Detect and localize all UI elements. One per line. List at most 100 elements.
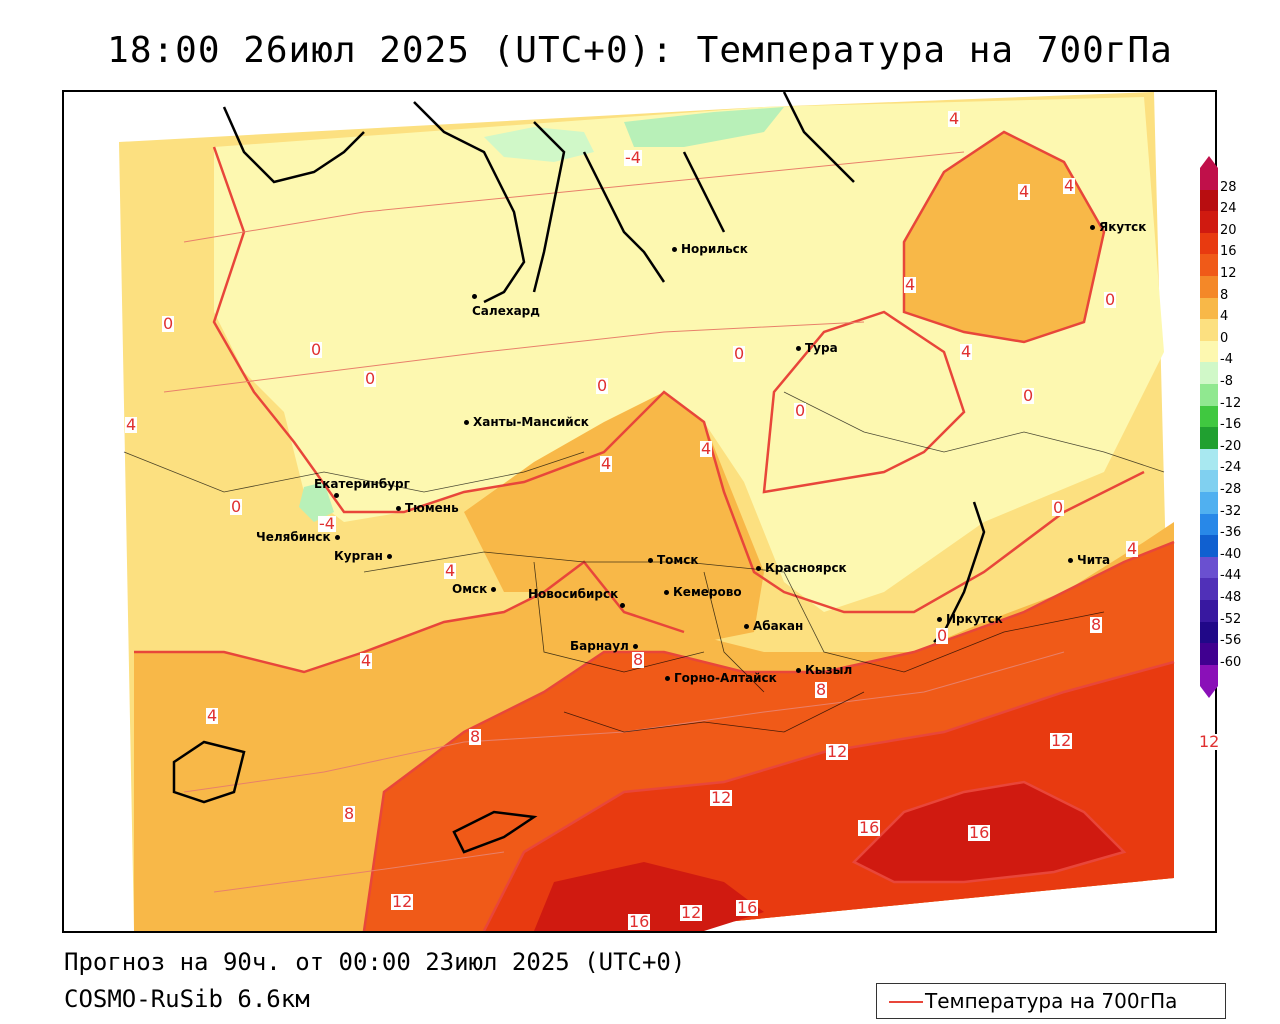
city-label: Челябинск [256,530,331,544]
city-label: Иркутск [946,612,1003,626]
city-dot [796,668,801,673]
colorbar-tick-label: -44 [1220,568,1242,584]
colorbar-tick-label: -28 [1220,482,1242,497]
city-dot [665,676,670,681]
city-dot [472,294,477,299]
colorbar-tick-label: -36 [1220,525,1242,541]
contour-label: 16 [736,898,759,917]
contour-label: 4 [904,275,917,294]
colorbar-tick-label: 16 [1220,244,1237,260]
city-dot [744,624,749,629]
colorbar-cell [1200,405,1218,428]
city-dot [464,420,469,425]
map-legend: Температура на 700гПа [876,983,1226,1019]
city-marker: Норильск [672,242,748,256]
colorbar-tick-label: -12 [1220,395,1242,411]
contour-label: 12 [826,742,849,761]
contour-label: -4 [624,148,642,167]
colorbar-cell [1200,189,1218,212]
colorbar-cell [1200,276,1218,298]
colorbar-cell [1200,492,1218,514]
city-marker: Омск [452,582,500,596]
city-dot [632,644,638,649]
city-dot [620,603,625,608]
colorbar-cell [1200,513,1218,536]
city-label: Барнаул [570,639,629,653]
city-dot [672,247,677,252]
colorbar-tick-label: -40 [1220,546,1242,562]
city-dot [937,617,942,622]
city-label: Чита [1077,553,1111,567]
colorbar-cell [1200,340,1218,363]
city-marker: Иркутск [937,612,1003,626]
contour-label: 0 [596,376,609,395]
city-marker: Томск [648,553,699,567]
city-dot [491,587,497,592]
colorbar-tick-label: -60 [1220,654,1242,670]
colorbar-cell [1200,535,1218,557]
colorbar-cell [1200,470,1218,492]
colorbar-bottom-arrow [1200,686,1218,699]
colorbar-tick-label: -4 [1220,352,1233,368]
city-dot [334,493,339,498]
colorbar-tick-label: -48 [1220,590,1242,605]
colorbar-cell [1200,297,1218,320]
city-marker: Екатеринбург [314,477,410,491]
city-dot [386,554,392,559]
colorbar-tick-label: 4 [1220,309,1229,325]
city-label: Ханты-Мансийск [473,415,589,429]
contour-label: 0 [162,314,175,333]
city-label: Тюмень [405,501,459,515]
colorbar-cell [1200,211,1218,233]
contour-label: 0 [310,340,323,359]
city-dot [396,506,401,511]
contour-label: 12 [391,892,414,911]
colorbar-tick-label: 0 [1220,330,1229,346]
colorbar-tick-label: -16 [1220,417,1242,433]
colorbar-top-arrow [1200,156,1218,168]
colorbar-tick-label: 24 [1220,201,1237,217]
city-label: Томск [657,553,699,567]
city-marker [334,488,343,502]
city-marker: Ханты-Мансийск [464,415,589,429]
city-label: Кемерово [673,585,742,599]
colorbar-cell [1200,427,1218,449]
city-marker: Якутск [1090,220,1146,234]
contour-label: 0 [364,369,377,388]
city-label: Омск [452,582,488,596]
colorbar-cell [1200,643,1218,665]
colorbar-tick-label: -20 [1220,438,1242,454]
contour-label: 8 [1090,615,1103,634]
contour-label: 4 [125,415,138,434]
contour-label: 4 [700,439,713,458]
city-marker: Горно-Алтайск [665,671,777,685]
contour-label: 16 [628,912,651,931]
contour-label: 4 [1063,176,1076,195]
contour-label: 12 [680,903,703,922]
forecast-info: Прогноз на 90ч. от 00:00 23июл 2025 (UTC… [64,948,686,976]
colorbar-tick-label: -56 [1220,633,1242,649]
contour-label: 12 [710,788,733,807]
colorbar-cell [1200,254,1218,276]
city-marker: Барнаул [570,639,642,653]
model-name: COSMO-RuSib 6.6км [64,985,310,1013]
city-marker: Кызыл [796,663,852,677]
contour-label: 8 [815,680,828,699]
city-label: Норильск [681,242,748,256]
contour-label: 12 [1050,731,1073,750]
city-marker: Тура [796,341,838,355]
contour-label: 4 [206,706,219,725]
contour-label: 4 [1018,182,1031,201]
colorbar-tick-label: -52 [1220,611,1242,627]
contour-label: 16 [858,818,881,837]
city-dot [334,535,340,540]
colorbar-cell [1200,448,1218,471]
city-marker: Салехард [472,304,540,318]
city-label: Тура [805,341,838,355]
city-label: Горно-Алтайск [674,671,777,685]
colorbar-tick-label: -24 [1220,460,1242,476]
city-label: Якутск [1099,220,1147,234]
contour-label: 0 [733,344,746,363]
city-dot [648,558,653,563]
contour-label: 0 [794,401,807,420]
